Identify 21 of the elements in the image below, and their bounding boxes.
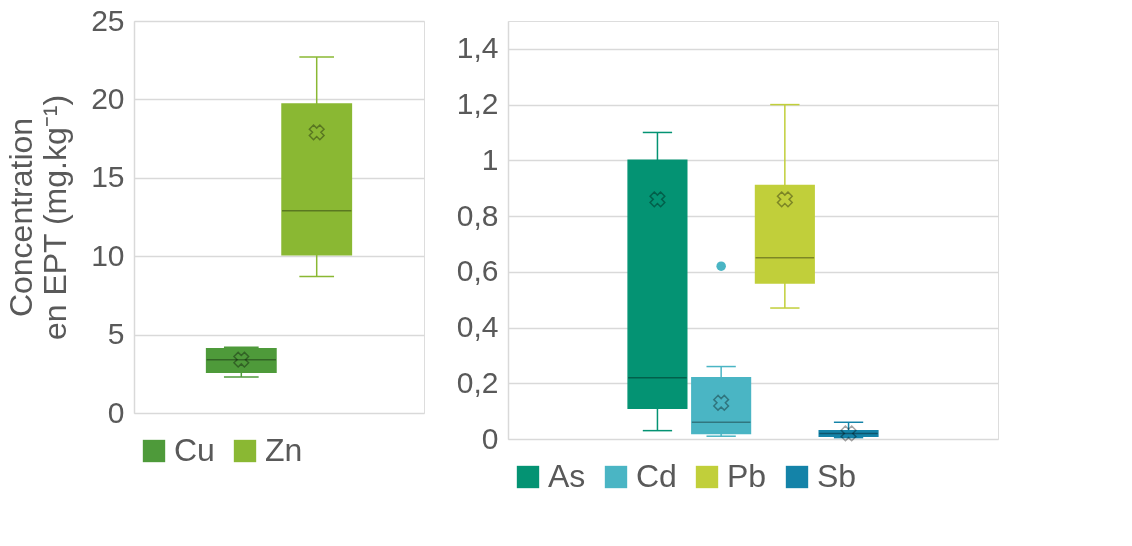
legend-label: Sb — [817, 458, 857, 494]
y-tick-label: 10 — [91, 238, 125, 272]
legend-label: Pb — [727, 458, 767, 494]
y-tick-label: 0,8 — [456, 198, 499, 232]
y-tick-label: 0 — [481, 421, 499, 455]
y-tick-label: 25 — [91, 3, 125, 37]
y-tick-label: 1,2 — [456, 87, 499, 121]
y-tick-label: 1,4 — [456, 31, 499, 65]
y-tick-label: 20 — [91, 81, 125, 115]
y-tick-label: 0,4 — [456, 310, 499, 344]
y-tick-label: 0 — [107, 395, 125, 429]
y-tick-label: 15 — [91, 160, 125, 194]
legend-label: Cd — [636, 458, 677, 494]
y-tick-label: 0,6 — [456, 254, 499, 288]
y-axis-title: Concentration en EPT (mg.kg⁻¹) — [3, 94, 74, 341]
legend-label: As — [548, 458, 586, 494]
legend-label: Zn — [265, 432, 303, 468]
legend-label: Cu — [174, 432, 215, 468]
y-tick-label: 0,2 — [456, 365, 499, 399]
y-tick-label: 1 — [481, 142, 499, 176]
y-tick-label: 5 — [107, 317, 125, 351]
